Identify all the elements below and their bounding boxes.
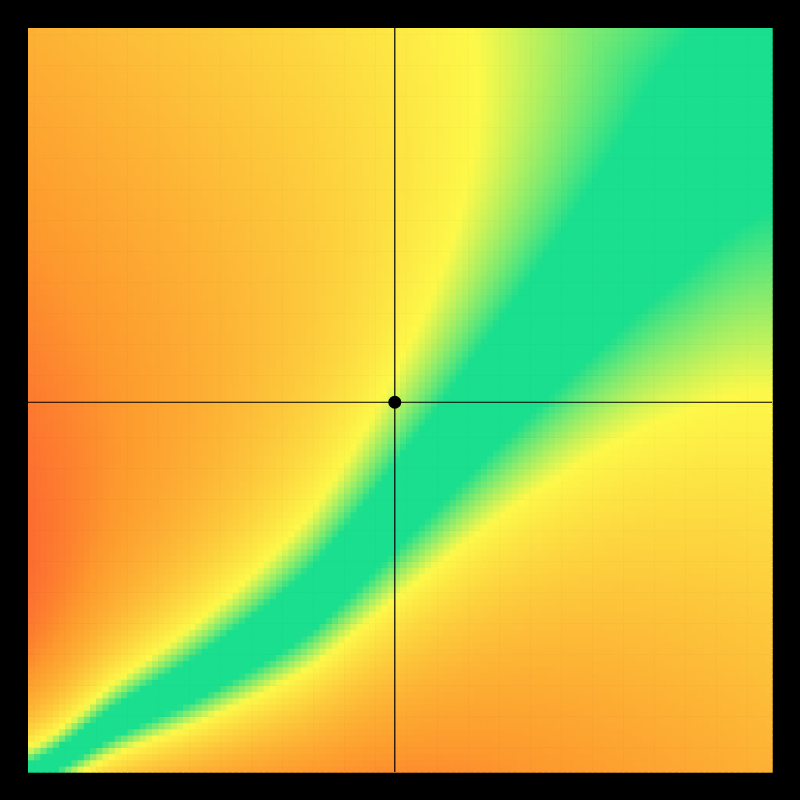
chart-container: TheBottleneck.com xyxy=(0,0,800,800)
bottleneck-heatmap xyxy=(0,0,800,800)
attribution-label: TheBottleneck.com xyxy=(577,4,780,30)
